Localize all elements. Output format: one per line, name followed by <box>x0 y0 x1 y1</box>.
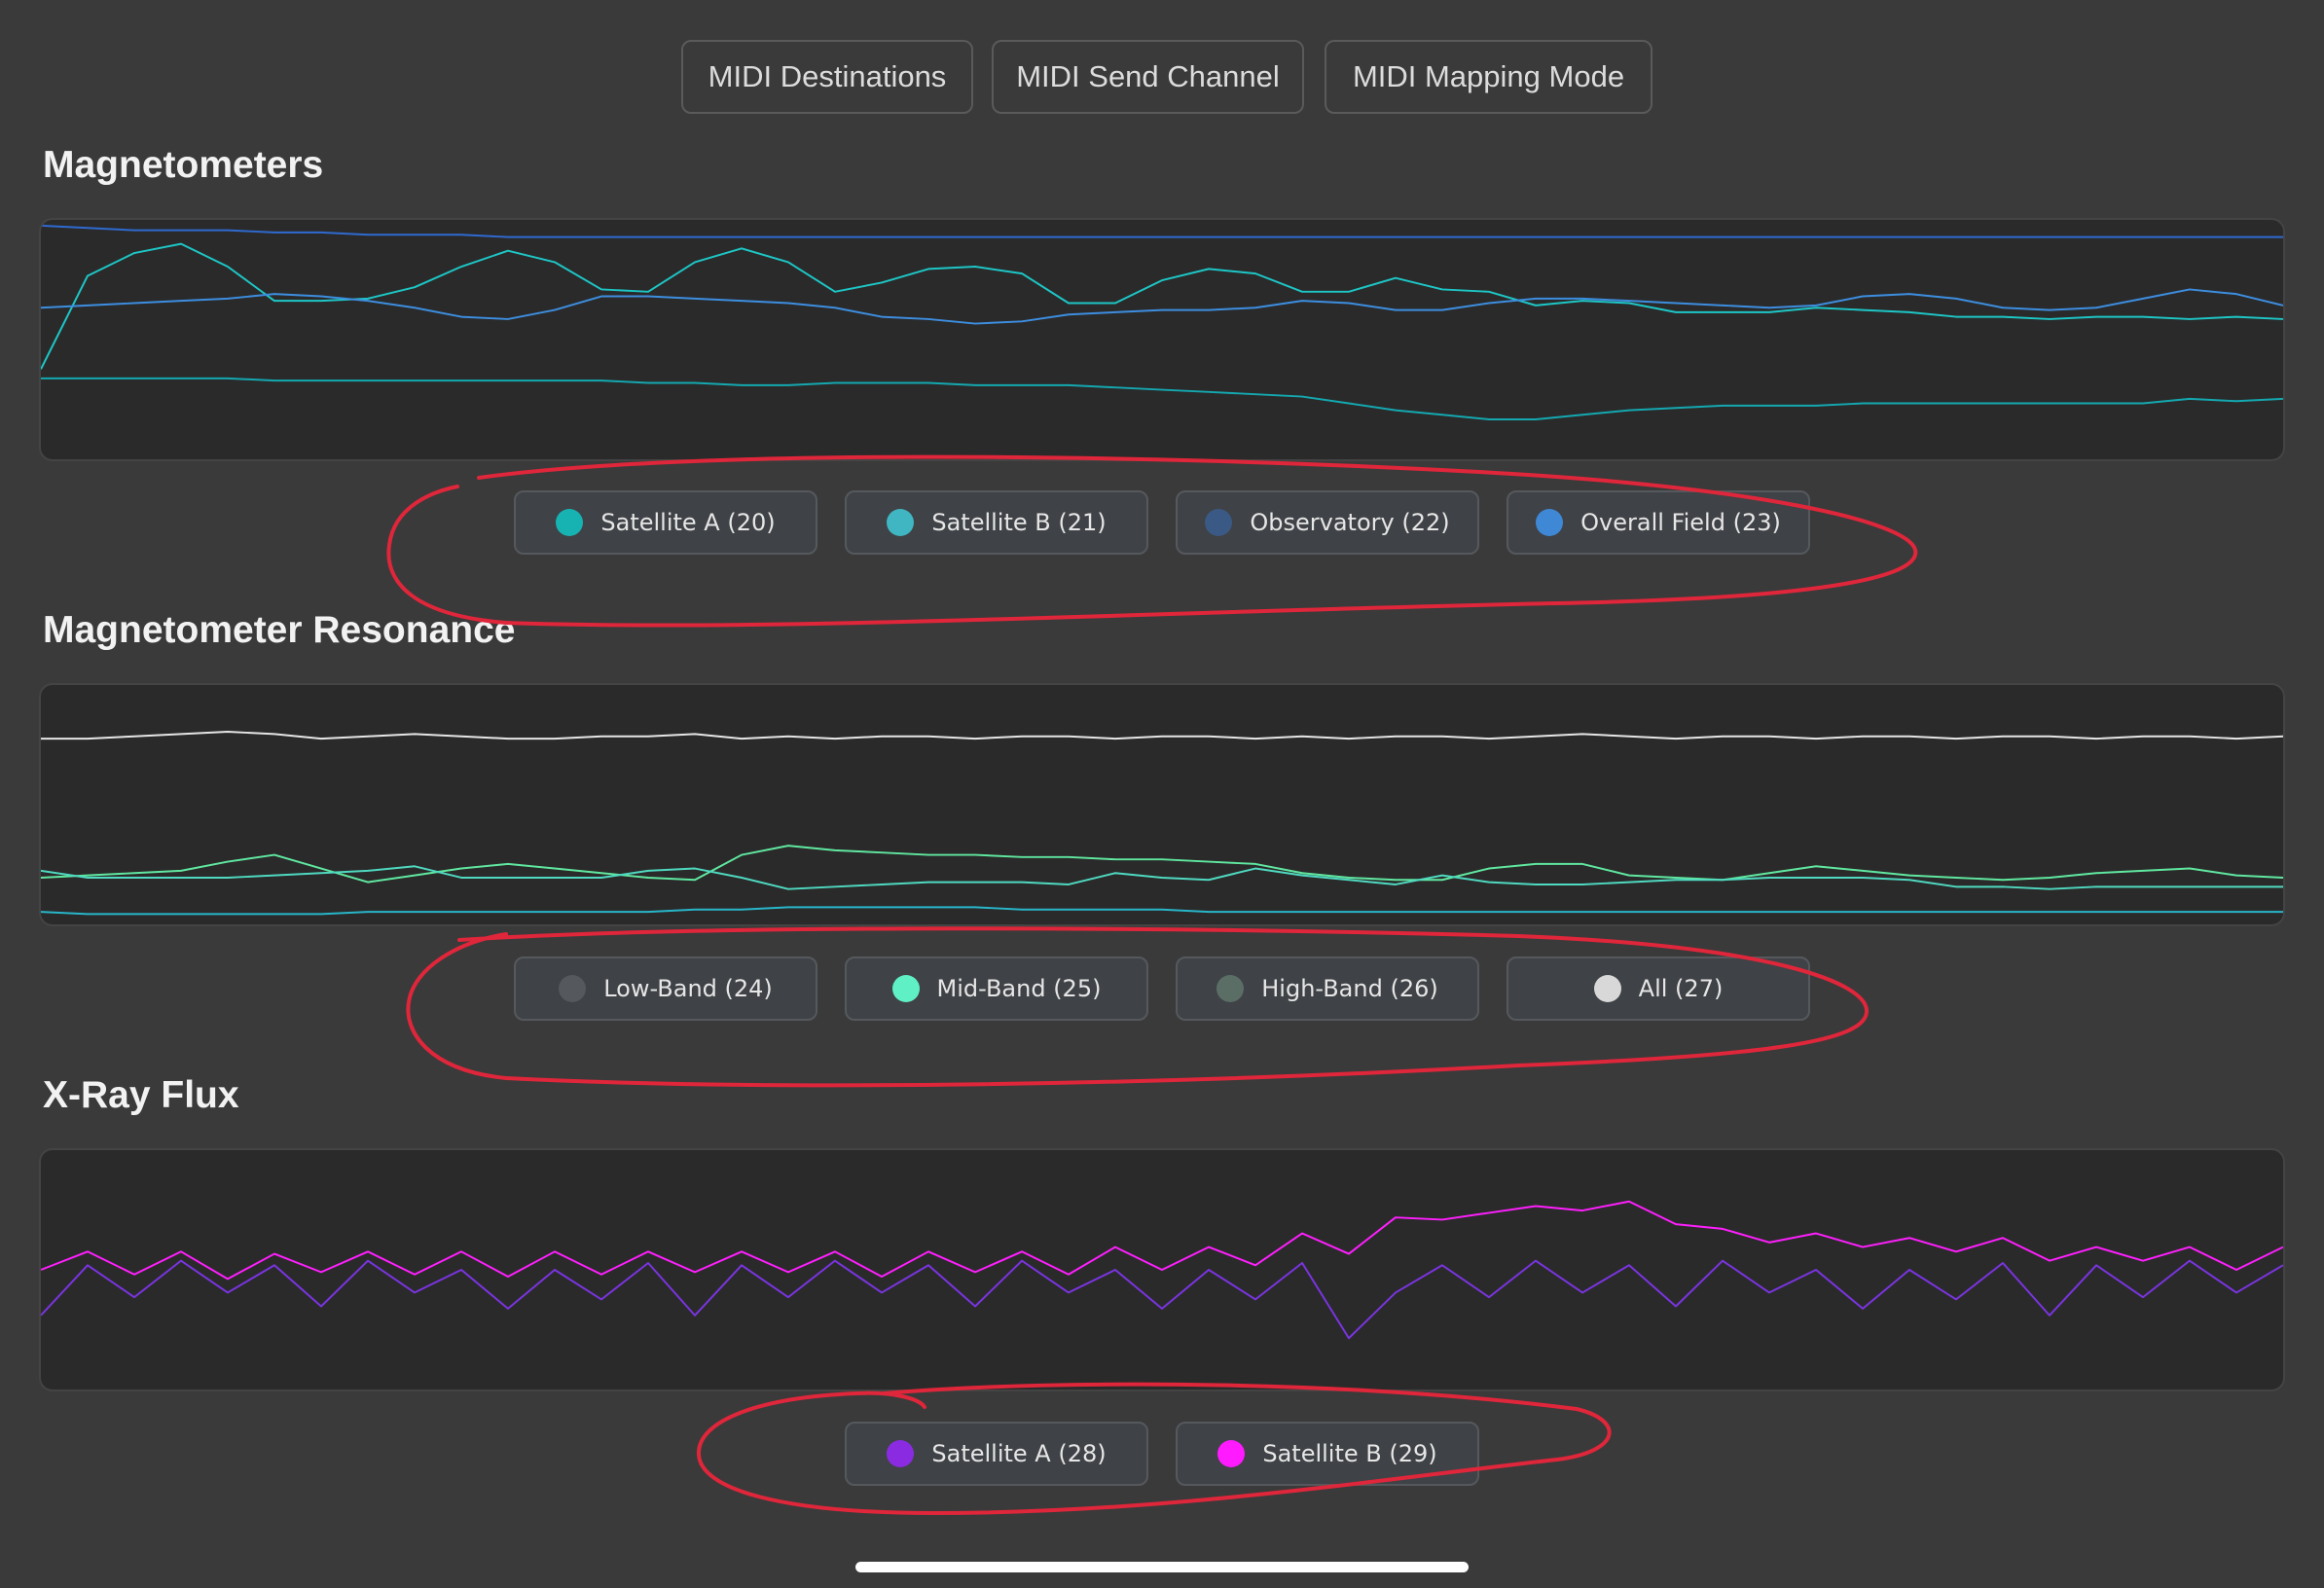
legend-label: Satellite A (20) <box>600 509 776 536</box>
color-dot-icon <box>887 1440 915 1467</box>
color-dot-icon <box>891 975 920 1002</box>
series-line-overall-field-23 <box>41 288 2283 325</box>
color-dot-icon <box>1216 975 1245 1002</box>
legend-label: All (27) <box>1638 975 1724 1002</box>
legend-label: Satellite B (21) <box>931 509 1107 536</box>
legend-mid-band-25[interactable]: Mid-Band (25) <box>845 956 1148 1021</box>
legend-label: Satellite B (29) <box>1262 1440 1437 1467</box>
status-bar-fragment <box>146 0 234 4</box>
legend-label: Observatory (22) <box>1250 509 1450 536</box>
color-dot-icon <box>887 509 915 536</box>
color-dot-icon <box>556 509 584 536</box>
magnetometer-resonance-title: Magnetometer Resonance <box>43 609 516 651</box>
color-dot-icon <box>559 975 587 1002</box>
color-dot-icon <box>1536 509 1564 536</box>
series-line-mid-band-25 <box>41 845 2283 884</box>
legend-satellite-b-29[interactable]: Satellite B (29) <box>1176 1422 1479 1486</box>
color-dot-icon <box>1205 509 1233 536</box>
home-indicator[interactable] <box>855 1562 1469 1572</box>
legend-observatory-22[interactable]: Observatory (22) <box>1176 490 1479 555</box>
midi-destinations-button[interactable]: MIDI Destinations <box>681 40 973 114</box>
midi-mapping-mode-button[interactable]: MIDI Mapping Mode <box>1325 40 1652 114</box>
legend-label: Low-Band (24) <box>603 975 773 1002</box>
legend-label: Satellite A (28) <box>931 1440 1107 1467</box>
color-dot-icon <box>1593 975 1621 1002</box>
legend-overall-field-23[interactable]: Overall Field (23) <box>1507 490 1810 555</box>
series-line-satellite-b-29 <box>41 1200 2283 1281</box>
legend-satellite-a-20[interactable]: Satellite A (20) <box>514 490 817 555</box>
legend-label: Mid-Band (25) <box>936 975 1102 1002</box>
x-ray-flux-chart <box>39 1148 2285 1391</box>
legend-high-band-26[interactable]: High-Band (26) <box>1176 956 1479 1021</box>
series-line-satellite-b-21 <box>41 377 2283 420</box>
series-line-high-band-26 <box>41 865 2283 890</box>
legend-satellite-b-21[interactable]: Satellite B (21) <box>845 490 1148 555</box>
legend-low-band-24[interactable]: Low-Band (24) <box>514 956 817 1021</box>
legend-label: Overall Field (23) <box>1580 509 1781 536</box>
series-line-low-band-24 <box>41 906 2283 916</box>
legend-satellite-a-28[interactable]: Satellite A (28) <box>845 1422 1148 1486</box>
magnetometers-chart <box>39 218 2285 461</box>
magnetometer-resonance-chart <box>39 683 2285 926</box>
series-line-satellite-a-20 <box>41 242 2283 370</box>
magnetometers-title: Magnetometers <box>43 144 324 186</box>
series-line-all-27 <box>41 731 2283 740</box>
legend-all-27[interactable]: All (27) <box>1507 956 1810 1021</box>
series-line-observatory-22 <box>41 224 2283 238</box>
midi-send-channel-button[interactable]: MIDI Send Channel <box>992 40 1304 114</box>
series-line-satellite-a-28 <box>41 1259 2283 1340</box>
legend-label: High-Band (26) <box>1261 975 1438 1002</box>
x-ray-flux-title: X-Ray Flux <box>43 1074 239 1116</box>
color-dot-icon <box>1217 1440 1246 1467</box>
